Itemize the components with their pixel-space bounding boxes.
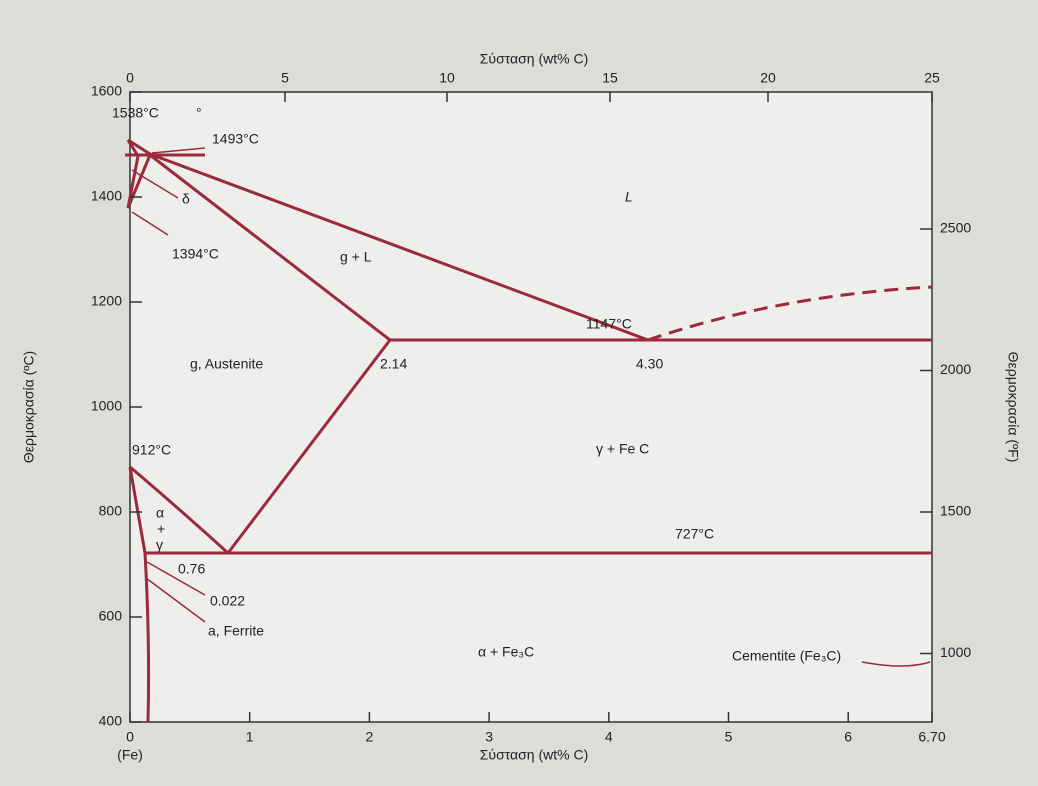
y-tick-label: 800 [99,503,123,519]
label: 0.76 [178,561,205,577]
label: 0.022 [210,593,245,609]
y-tick-label: 1400 [91,188,122,204]
label: 2.14 [380,356,407,372]
x-tick-label: 6 [844,729,852,745]
y-tick-label: 400 [99,713,123,729]
label: + [157,521,165,537]
label: 1538°C [112,105,159,121]
label: a, Ferrite [208,623,264,639]
top-tick-label: 25 [924,70,940,86]
label: α + Fe₃C [478,644,534,660]
label: δ [182,191,190,207]
x-tick-label: 2 [366,729,374,745]
label: 4.30 [636,356,663,372]
left-axis-title: Θερμοκρασία (ºC) [21,351,37,463]
x-tick-label: 5 [725,729,733,745]
top-axis-title: Σύσταση (wt% C) [480,51,588,67]
top-tick-label: 0 [126,70,134,86]
x-tick-label: 0 [126,729,134,745]
label: L [625,189,633,205]
y-tick-label: 1200 [91,293,122,309]
top-tick-label: 10 [439,70,455,86]
y-tick-label: 1000 [91,398,122,414]
diagram: Σύσταση (wt% C) Σύσταση (wt% C) (Fe) Θερ… [0,0,1038,786]
y2-tick-label: 1500 [940,503,971,519]
y-tick-label: 600 [99,608,123,624]
label: g, Austenite [190,356,263,372]
label: γ [156,537,163,553]
label: 1493°C [212,131,259,147]
y2-tick-label: 2000 [940,361,971,377]
label: 1394°C [172,246,219,262]
bottom-note: (Fe) [117,747,143,763]
label: 1147°C [586,316,632,332]
bottom-axis-title: Σύσταση (wt% C) [480,747,588,763]
label: 727°C [675,526,714,542]
x-tick-label: 3 [485,729,493,745]
label: ° [196,105,202,121]
right-axis-title: Θερμοκρασία (ºF) [1005,352,1021,463]
top-tick-label: 5 [281,70,289,86]
y2-tick-label: 1000 [940,644,971,660]
label: g + L [340,249,372,265]
x-tick-label: 6.70 [918,729,945,745]
y-tick-label: 1600 [91,83,122,99]
y2-tick-label: 2500 [940,220,971,236]
label: γ + Fe C [596,441,649,457]
top-tick-label: 20 [760,70,776,86]
label: 912°C [132,442,171,458]
x-tick-label: 1 [246,729,254,745]
top-tick-label: 15 [602,70,618,86]
label: Cementite (Fe₃C) [732,648,841,664]
x-tick-label: 4 [605,729,613,745]
label: α [156,505,164,521]
